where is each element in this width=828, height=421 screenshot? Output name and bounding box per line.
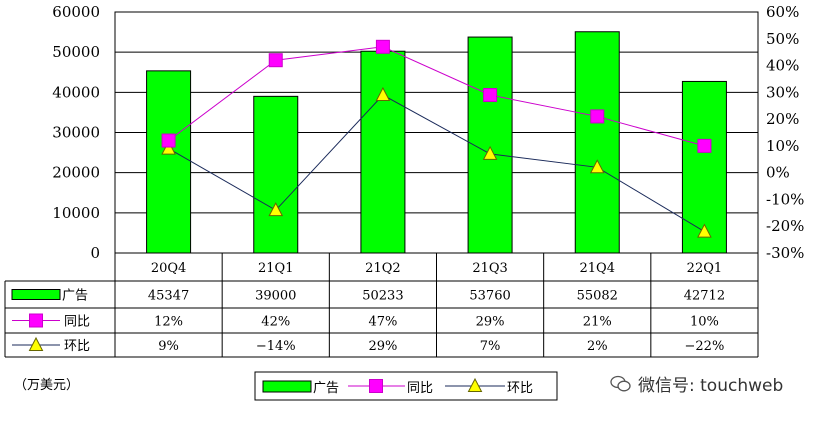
left-tick-label: 60000 [52, 3, 100, 21]
qoq-line [168, 94, 705, 233]
legend-label-yoy: 同比 [407, 381, 433, 396]
legend-qoq-marker [467, 377, 483, 392]
watermark-text: 微信号: touchweb [638, 376, 784, 396]
qoq-point [482, 145, 498, 160]
bar [146, 70, 192, 254]
wechat-icon [610, 375, 631, 391]
category-label: 21Q3 [472, 261, 507, 276]
yoy-point [268, 53, 283, 68]
right-tick-label: 10% [766, 137, 799, 155]
left-tick-label: 40000 [52, 83, 100, 101]
table-cell: 45347 [148, 289, 189, 304]
left-tick-label: 30000 [52, 124, 100, 142]
table-cell: 55082 [577, 289, 618, 304]
yoy-point [590, 109, 605, 124]
table-cell: −22% [685, 339, 725, 354]
right-tick-label: 40% [766, 57, 799, 75]
right-tick-label: 30% [766, 83, 799, 101]
qoq-point [268, 202, 284, 217]
bar [253, 95, 299, 254]
right-tick-label: 0% [766, 164, 790, 182]
row-header: 同比 [64, 315, 90, 330]
table-cell: 7% [480, 339, 501, 354]
row-header: 广告 [62, 289, 88, 304]
yoy-point [697, 138, 712, 153]
qoq-point [161, 140, 176, 155]
bar [467, 36, 513, 254]
qoq-point [375, 86, 391, 102]
unit-label: （万美元） [14, 378, 80, 393]
table-cell: 9% [158, 339, 179, 354]
category-label: 21Q4 [580, 261, 615, 276]
left-tick-label: 10000 [52, 204, 100, 222]
category-label: 22Q1 [687, 261, 722, 276]
right-tick-label: 60% [766, 3, 799, 21]
table-cell: 21% [583, 315, 612, 330]
legend-key-yoy-marker [29, 313, 43, 328]
table-cell: 42712 [684, 289, 725, 304]
yoy-line [168, 46, 705, 147]
watermark: 微信号: touchweb [610, 371, 783, 396]
legend-bar-swatch [262, 380, 312, 393]
bar [574, 31, 620, 254]
table-cell: 42% [261, 315, 290, 330]
qoq-point [589, 159, 605, 174]
yoy-point [161, 133, 176, 148]
yoy-point [483, 88, 498, 103]
category-label: 21Q1 [258, 261, 293, 276]
table-cell: 12% [154, 315, 183, 330]
legend-label-bar: 广告 [313, 381, 339, 396]
table-cell: 50233 [362, 289, 403, 304]
table-cell: −14% [256, 339, 296, 354]
legend-key-bar [11, 289, 61, 300]
category-label: 20Q4 [151, 261, 186, 276]
category-label: 21Q2 [365, 261, 400, 276]
table-cell: 10% [690, 315, 719, 330]
right-tick-label: -20% [766, 217, 804, 235]
left-tick-label: 50000 [52, 43, 100, 61]
bar [360, 50, 406, 254]
qoq-point [697, 223, 712, 238]
table-cell: 39000 [255, 289, 296, 304]
right-tick-label: 50% [766, 30, 799, 48]
table-cell: 29% [476, 315, 505, 330]
row-header: 环比 [64, 339, 90, 354]
legend-yoy-marker [369, 379, 383, 393]
table-cell: 47% [368, 315, 397, 330]
legend-label-qoq: 环比 [507, 381, 533, 396]
left-tick-label: 20000 [52, 164, 100, 182]
table-cell: 53760 [469, 289, 510, 304]
table-cell: 29% [368, 339, 397, 354]
right-tick-label: -30% [766, 244, 804, 262]
left-tick-label: 0 [90, 244, 100, 262]
table-cell: 2% [587, 339, 608, 354]
right-tick-label: -10% [766, 190, 804, 208]
right-tick-label: 20% [766, 110, 799, 128]
yoy-point [375, 39, 390, 54]
legend-key-qoq-marker [28, 336, 44, 351]
